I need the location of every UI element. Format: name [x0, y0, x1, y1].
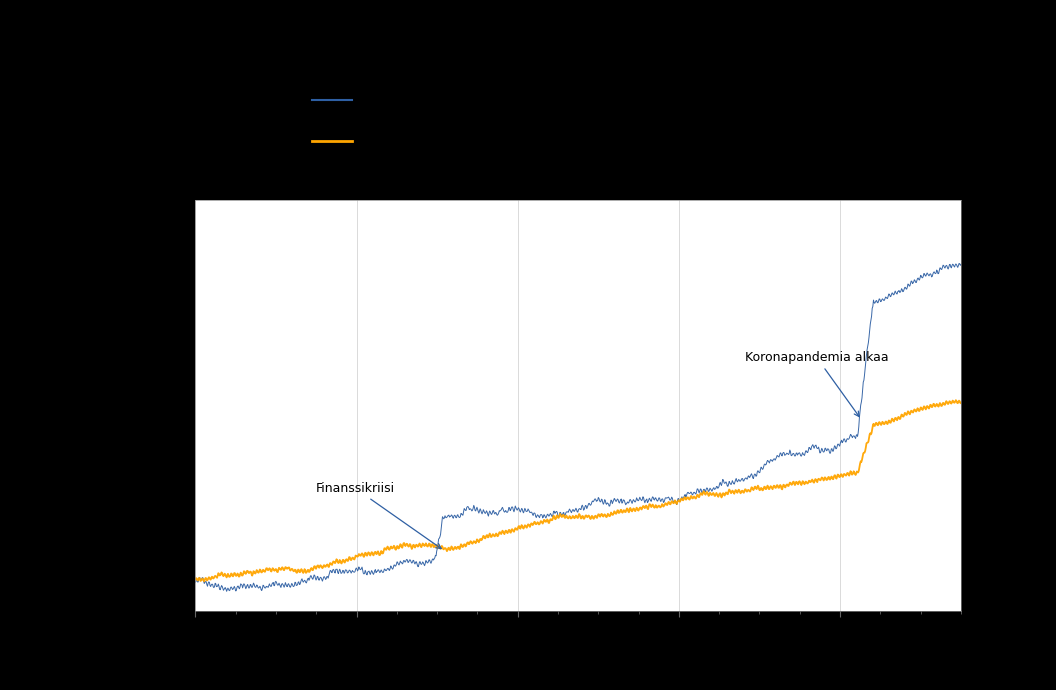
- Text: Koronapandemia alkaa: Koronapandemia alkaa: [744, 351, 888, 417]
- Text: Finanssikriisi: Finanssikriisi: [316, 482, 441, 549]
